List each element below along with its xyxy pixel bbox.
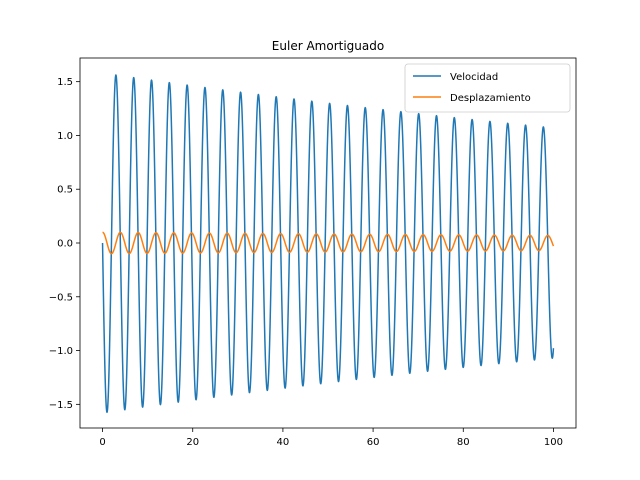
y-tick-label: −1.5 [49, 400, 73, 411]
plot-area [101, 74, 555, 413]
plot-frame [79, 57, 577, 429]
legend-frame [404, 63, 571, 113]
y-tick-label: −1.0 [49, 346, 73, 357]
legend-entry: Desplazamiento [413, 93, 531, 104]
legend-entry: Velocidad [413, 72, 498, 83]
chart-title: Euler Amortiguado [272, 39, 384, 53]
x-tick-label: 100 [544, 437, 563, 448]
x-axis: 0 20 40 60 80 100 [99, 428, 563, 448]
x-tick-label: 80 [457, 437, 470, 448]
legend: Velocidad Desplazamiento [404, 63, 571, 113]
x-tick-label: 20 [186, 437, 199, 448]
x-tick-label: 0 [99, 437, 105, 448]
y-axis: −1.5 −1.0 −0.5 0.0 0.5 1.0 1.5 [49, 77, 80, 411]
y-tick-label: 0.5 [57, 185, 73, 196]
y-tick-label: 0.0 [57, 239, 73, 250]
legend-label: Velocidad [450, 72, 498, 83]
series-line-desplazamiento [102, 231, 555, 255]
series-line-velocidad [101, 74, 555, 413]
y-tick-label: −0.5 [49, 292, 73, 303]
legend-label: Desplazamiento [450, 93, 531, 104]
x-tick-label: 40 [277, 437, 290, 448]
y-tick-label: 1.5 [57, 77, 73, 88]
y-tick-label: 1.0 [57, 131, 73, 142]
x-tick-label: 60 [367, 437, 380, 448]
